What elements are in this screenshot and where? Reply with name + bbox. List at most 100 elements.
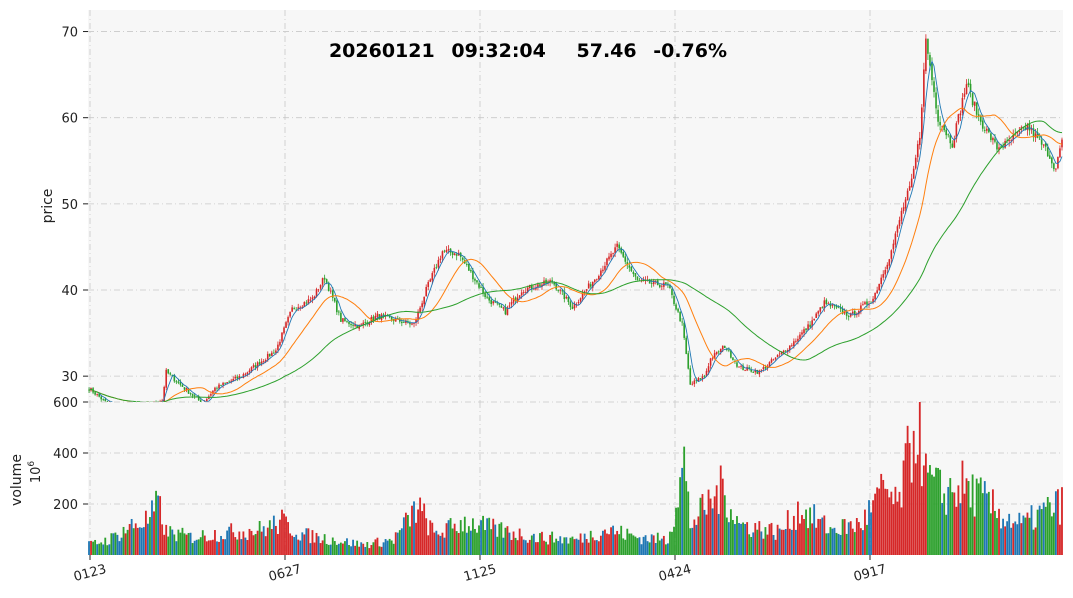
candle-body <box>510 302 513 305</box>
volume-bar <box>664 544 667 555</box>
candle-body <box>732 357 734 361</box>
volume-bar <box>703 509 706 555</box>
volume-bar <box>244 537 247 555</box>
volume-bar <box>331 537 334 555</box>
volume-bar <box>1030 505 1033 555</box>
volume-bar <box>699 497 702 555</box>
volume-bar <box>236 539 239 555</box>
volume-bar <box>98 543 101 555</box>
candle-body <box>470 270 472 272</box>
volume-bar <box>675 507 677 555</box>
volume-bar <box>293 536 296 555</box>
volume-bar <box>943 493 946 555</box>
candle-body <box>224 382 226 384</box>
candle-body <box>703 375 706 377</box>
volume-bar <box>100 542 103 555</box>
volume-bar <box>183 533 186 555</box>
volume-bar <box>516 540 519 555</box>
candle-body <box>1061 139 1063 148</box>
volume-bar <box>455 531 458 555</box>
volume-bar <box>281 509 283 555</box>
volume-bar <box>140 527 143 555</box>
candle-body <box>439 258 442 260</box>
volume-bar <box>616 530 619 555</box>
volume-bar <box>421 511 424 555</box>
volume-bar <box>96 544 99 555</box>
candle-body <box>567 296 570 303</box>
candle-body <box>738 366 740 368</box>
candle-body <box>935 92 937 109</box>
volume-bar <box>195 539 198 555</box>
volume-bar <box>226 530 229 555</box>
candle-body <box>1051 157 1053 164</box>
volume-bar <box>583 533 586 555</box>
volume-bar <box>1014 521 1017 555</box>
volume-bar <box>498 523 501 555</box>
candle-body <box>750 369 753 372</box>
volume-bar <box>248 528 251 555</box>
volume-bar <box>604 529 606 555</box>
volume-bar <box>595 540 598 555</box>
candle-body <box>524 291 527 293</box>
candle-body <box>250 367 253 372</box>
volume-bar-series <box>88 402 1063 555</box>
volume-bar <box>1059 524 1061 555</box>
volume-bar <box>504 527 507 555</box>
candle-body <box>1012 135 1015 141</box>
candle-body <box>368 322 371 326</box>
volume-bar <box>679 477 682 555</box>
volume-bar <box>467 526 470 555</box>
candle-body <box>788 345 791 351</box>
volume-bar <box>541 531 543 555</box>
volume-bar <box>433 532 436 555</box>
volume-bar <box>636 538 639 555</box>
volume-tick-label: 600 <box>53 396 78 411</box>
candle-body <box>394 318 397 322</box>
volume-bar <box>518 528 521 555</box>
volume-bar <box>906 425 909 555</box>
candle-body <box>175 381 178 383</box>
volume-bar <box>551 531 554 555</box>
candle-body <box>669 284 671 289</box>
candle-body <box>425 286 428 297</box>
volume-bar <box>317 536 320 555</box>
volume-bar <box>977 483 980 555</box>
candle-body <box>864 302 866 305</box>
candle-body <box>768 362 771 367</box>
volume-bar <box>713 496 716 555</box>
volume-bar <box>931 474 933 555</box>
volume-bar <box>1012 523 1015 555</box>
volume-bar <box>575 538 578 555</box>
volume-bar <box>587 542 590 555</box>
volume-bar <box>463 516 466 555</box>
volume-bar <box>581 542 584 555</box>
volume-bar <box>878 488 881 555</box>
candle-body <box>983 130 986 131</box>
volume-bar <box>933 476 935 555</box>
volume-bar <box>813 504 816 555</box>
volume-bar <box>961 460 964 555</box>
volume-y-ticks: 200 400 600 <box>53 396 88 513</box>
candle-body <box>721 345 724 350</box>
volume-bar <box>193 540 196 555</box>
volume-bar <box>738 523 740 555</box>
candle-body <box>811 320 813 327</box>
candle-body <box>421 303 423 308</box>
volume-bar <box>500 522 503 555</box>
candle-body <box>571 306 574 309</box>
volume-bar <box>776 524 779 555</box>
candle-body <box>849 313 852 317</box>
volume-bar <box>900 507 903 555</box>
volume-bar <box>758 521 761 555</box>
volume-bar <box>329 544 332 555</box>
volume-bar <box>671 531 673 555</box>
volume-bar <box>727 522 730 555</box>
candle-body <box>596 278 598 280</box>
candle-body <box>559 289 562 291</box>
candle-body <box>904 199 907 209</box>
volume-bar <box>130 518 133 555</box>
candle-body <box>504 307 507 315</box>
volume-bar <box>90 540 92 555</box>
volume-bar <box>214 530 216 555</box>
volume-bar <box>459 520 462 555</box>
